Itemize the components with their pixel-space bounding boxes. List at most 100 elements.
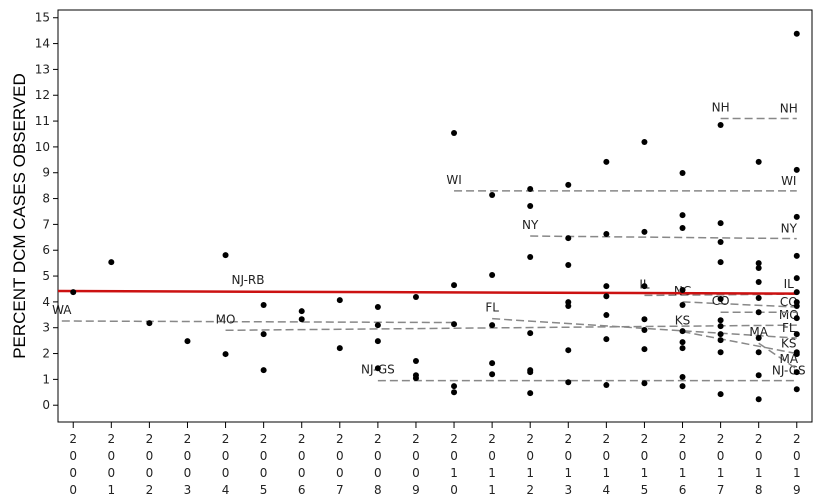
y-tick-label: 4: [42, 295, 50, 309]
point: [755, 349, 762, 356]
line-label: NH: [712, 100, 730, 114]
point: [793, 275, 800, 282]
point: [641, 346, 648, 353]
point: [679, 212, 686, 219]
point: [717, 121, 724, 128]
y-tick-label: 14: [35, 37, 50, 51]
x-tick-label: 2015: [637, 432, 652, 496]
x-tick-label: 2013: [561, 432, 576, 496]
point: [793, 213, 800, 220]
trend-line: [682, 301, 797, 308]
point: [565, 347, 572, 354]
point: [679, 287, 686, 294]
point: [146, 320, 153, 327]
x-tick-label: 2009: [408, 432, 423, 496]
x-tick-label: 2008: [370, 432, 385, 496]
line-label: NY: [522, 218, 539, 232]
line-label: MA: [749, 325, 768, 339]
point: [603, 283, 610, 290]
point: [793, 331, 800, 338]
point: [793, 166, 800, 173]
point: [717, 220, 724, 227]
y-tick-label: 12: [35, 88, 50, 102]
trend-line: [758, 342, 798, 370]
point: [489, 322, 496, 329]
x-tick-label: 2007: [332, 432, 347, 496]
x-tick-label: 2006: [294, 432, 309, 496]
point: [755, 335, 762, 342]
trend-line: [682, 330, 797, 355]
point: [184, 338, 191, 345]
point: [793, 315, 800, 322]
x-tick-label: 2018: [751, 432, 766, 496]
point: [108, 259, 115, 266]
point: [565, 181, 572, 188]
line-label: WI: [446, 173, 461, 187]
point: [489, 191, 496, 198]
x-tick-label: 2014: [599, 432, 614, 496]
point: [641, 138, 648, 145]
point: [412, 375, 419, 382]
line-label: NJ-RB: [232, 273, 265, 287]
point: [717, 391, 724, 398]
point: [679, 301, 686, 308]
point: [717, 323, 724, 330]
point: [793, 303, 800, 310]
y-tick-label: 8: [42, 192, 50, 206]
y-tick-label: 0: [42, 398, 50, 412]
point: [717, 317, 724, 324]
x-tick-label: 2001: [104, 432, 119, 496]
point: [717, 331, 724, 338]
x-tick-label: 2004: [218, 432, 233, 496]
point: [527, 186, 534, 193]
y-tick-label: 11: [35, 114, 50, 128]
point: [603, 336, 610, 343]
point: [374, 304, 381, 311]
point: [298, 308, 305, 315]
y-tick-label: 7: [42, 217, 50, 231]
point: [412, 358, 419, 365]
x-tick-label: 2012: [523, 432, 538, 496]
x-tick-label: 2017: [713, 432, 728, 496]
point: [793, 369, 800, 376]
point: [679, 383, 686, 390]
point: [603, 230, 610, 237]
point: [336, 297, 343, 304]
point: [565, 303, 572, 310]
plot-frame: [57, 9, 813, 423]
point: [717, 259, 724, 266]
point: [755, 396, 762, 403]
line-label: MA: [779, 352, 798, 366]
line-label: MO: [216, 312, 236, 326]
y-tick-label: 3: [42, 321, 50, 335]
line-label: CO: [780, 295, 798, 309]
point: [260, 367, 267, 374]
point: [565, 379, 572, 386]
point: [679, 339, 686, 346]
point: [489, 360, 496, 367]
y-tick-label: 9: [42, 166, 50, 180]
point: [451, 383, 458, 390]
point: [70, 289, 77, 296]
x-tick-label: 2016: [675, 432, 690, 496]
trend-line: [225, 324, 797, 332]
x-tick-label: 2011: [485, 432, 500, 496]
point: [679, 169, 686, 176]
point: [793, 30, 800, 37]
point: [755, 372, 762, 379]
point: [527, 390, 534, 397]
point: [412, 293, 419, 300]
point: [717, 349, 724, 356]
point: [641, 316, 648, 323]
line-label: NY: [781, 222, 798, 236]
line-label: FL: [782, 321, 796, 335]
point: [755, 260, 762, 267]
trend-line: [61, 320, 455, 324]
point: [565, 235, 572, 242]
point: [451, 129, 458, 136]
point: [641, 283, 648, 290]
point: [603, 312, 610, 319]
point: [527, 330, 534, 337]
x-tick-label: 2010: [447, 432, 462, 496]
